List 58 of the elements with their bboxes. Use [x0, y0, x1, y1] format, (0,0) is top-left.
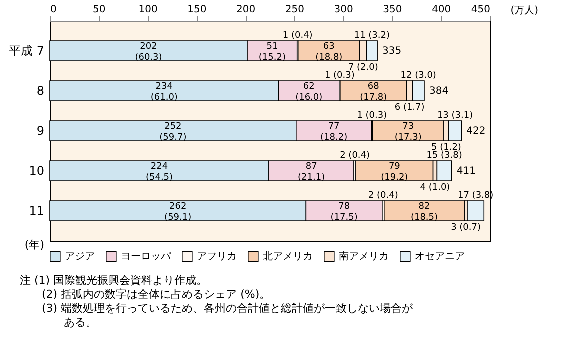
data-label: 5 (1.2): [432, 143, 462, 153]
total-label: 422: [466, 126, 486, 137]
x-tick-label: 50: [93, 4, 106, 16]
data-label: 1 (0.3): [324, 71, 355, 81]
data-label: 252 (59.7): [160, 122, 187, 143]
text: 注 (1) 国際観光振興会資料より作成。: [20, 274, 208, 287]
total-label: 411: [456, 166, 476, 177]
legend-label: 北アメリカ: [263, 250, 313, 263]
data-label: 4 (1.0): [420, 183, 450, 193]
data-label: 13 (3.1): [437, 111, 474, 121]
data-label: 2 (0.4): [368, 191, 398, 201]
x-tick-label: 0: [50, 4, 57, 16]
legend-label: 南アメリカ: [339, 250, 389, 263]
data-label: 11 (3.2): [354, 31, 390, 41]
data-label: 82 (18.5): [410, 202, 438, 223]
data-label: 234 (61.0): [150, 82, 178, 103]
data-label: 87 (21.1): [298, 162, 326, 183]
x-axis-title: (万人): [510, 6, 539, 16]
y-tick-label: 11: [29, 204, 44, 218]
y-tick-label: 平成 7: [9, 44, 44, 58]
legend-label: アジア: [65, 252, 95, 263]
x-tick-label: 350: [383, 4, 402, 16]
data-label: 224 (54.5): [146, 162, 174, 183]
x-tick-label: 300: [334, 4, 354, 16]
y-tick-label: 8: [36, 84, 44, 98]
text: (2) 括弧内の数字は全体に占めるシェア (%)。: [42, 288, 271, 301]
y-axis-title: (年): [24, 238, 44, 252]
total-label: 384: [429, 86, 449, 97]
data-label: 3 (0.7): [451, 223, 482, 233]
data-label: 73 (17.3): [394, 122, 422, 143]
total-label: 335: [382, 46, 402, 57]
data-label: 51 (15.2): [258, 42, 286, 63]
data-label: 62 (16.0): [296, 82, 323, 103]
data-label: 79 (19.2): [381, 162, 408, 183]
data-label: 78 (17.5): [330, 202, 358, 223]
legend-label: アフリカ: [197, 252, 237, 263]
data-label: 2 (0.4): [340, 151, 370, 161]
x-tick-label: 100: [138, 4, 158, 16]
data-label: 68 (17.8): [360, 82, 388, 103]
data-label: 262 (59.1): [164, 202, 192, 223]
data-label: 1 (0.3): [357, 111, 388, 121]
x-tick-label: 450: [471, 4, 490, 16]
x-tick-label: 400: [432, 4, 452, 16]
data-label: 6 (1.7): [394, 103, 425, 113]
data-label: 15 (3.8): [426, 151, 462, 161]
y-tick-label: 9: [36, 124, 44, 138]
data-label: 12 (3.0): [400, 71, 436, 81]
x-tick-label: 150: [188, 4, 207, 16]
y-tick-label: 10: [29, 164, 44, 178]
legend-label: ヨーロッパ: [121, 252, 172, 263]
data-label: 1 (0.4): [282, 31, 313, 41]
text: (3) 端数処理を行っているため、各州の合計値と総計値が一致しない場合がある。: [42, 302, 414, 329]
data-label: 202 (60.3): [135, 42, 162, 63]
data-label: 77 (18.2): [320, 122, 348, 143]
data-label: 63 (18.8): [316, 42, 343, 63]
x-tick-label: 250: [285, 4, 304, 16]
legend-label: オセアニア: [415, 252, 465, 263]
x-tick-label: 200: [236, 4, 256, 16]
